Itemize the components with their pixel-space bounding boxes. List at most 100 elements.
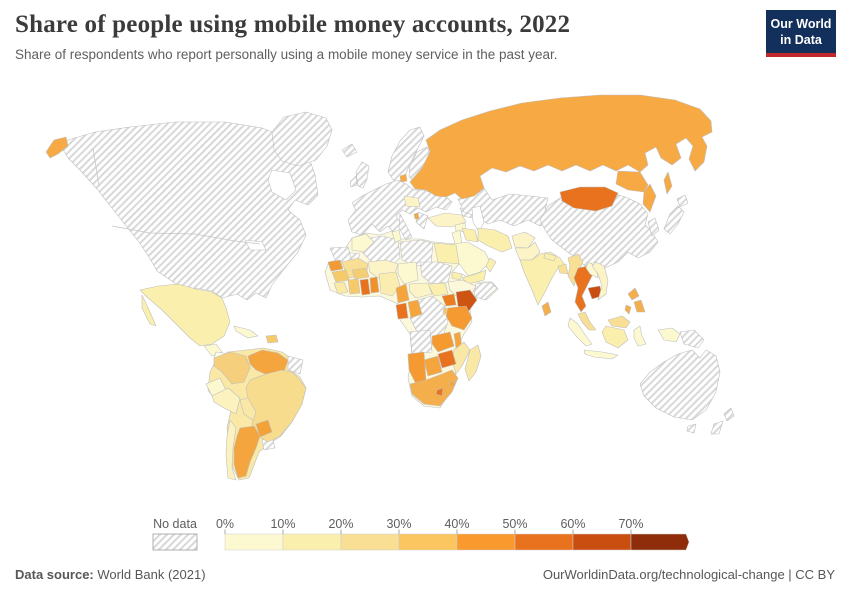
region-kalimantan[interactable] [601,325,629,349]
region-greenland[interactable] [271,111,333,167]
legend-tick-label: 40% [444,517,469,531]
region-japan[interactable] [663,194,689,235]
region-nepal[interactable] [543,252,557,262]
region-lesotho[interactable] [435,387,444,397]
region-bangladesh[interactable] [557,263,569,275]
region-italy[interactable] [398,213,413,241]
chart-footer: Data source: World Bank (2021) OurWorldi… [15,567,835,582]
region-malaysia-borneo[interactable] [607,315,631,329]
region-iceland[interactable] [341,143,358,158]
region-tunisia[interactable] [391,229,402,243]
legend-tick-label: 20% [328,517,353,531]
region-morocco[interactable] [351,233,375,253]
region-saudi-arabia[interactable] [451,241,491,277]
region-tasmania[interactable] [686,423,697,434]
legend-bin-30-40%[interactable] [398,533,458,551]
region-iraq[interactable] [461,227,479,243]
region-sierra-leone-liberia[interactable] [333,281,349,295]
region-iran[interactable] [477,227,513,253]
region-korea[interactable] [647,217,660,237]
region-cameroon[interactable] [395,283,410,304]
region-ivory-coast[interactable] [347,278,361,295]
data-source-label: Data source: [15,567,94,582]
region-russia[interactable] [409,94,713,200]
region-zimbabwe[interactable] [437,349,457,369]
region-gabon[interactable] [395,302,409,320]
region-guyanas[interactable] [287,355,304,375]
region-mexico[interactable] [139,283,231,347]
region-sri-lanka[interactable] [541,301,552,317]
region-java[interactable] [583,349,619,360]
region-mongolia[interactable] [559,186,619,212]
region-botswana[interactable] [423,355,443,377]
region-romania[interactable] [403,195,421,208]
legend-no-data-swatch[interactable] [152,533,198,551]
legend-bin-20-30%[interactable] [340,533,400,551]
region-vietnam[interactable] [591,261,609,301]
region-colombia[interactable] [213,351,251,385]
region-afghanistan[interactable] [511,231,536,249]
region-india[interactable] [519,251,566,306]
region-albania[interactable] [413,212,420,220]
credit-link[interactable]: OurWorldinData.org/technological-change … [542,567,835,582]
region-togo-benin[interactable] [369,276,380,294]
region-new-zealand[interactable] [710,407,735,435]
region-sakhalin[interactable] [663,171,673,195]
region-sulawesi[interactable] [633,325,647,347]
region-ghana[interactable] [359,278,371,296]
page-title: Share of people using mobile money accou… [15,11,571,38]
region-central-african-republic[interactable] [408,282,433,299]
legend-bin-40-50%[interactable] [456,533,516,551]
region-caspian-sea [471,205,485,233]
legend-bin-60-70%[interactable] [572,533,632,551]
region-congo[interactable] [407,299,423,319]
region-uganda[interactable] [441,293,457,307]
region-australia[interactable] [639,349,721,421]
region-nigeria[interactable] [378,271,401,297]
region-russia-chukotka[interactable] [45,136,69,159]
region-angola[interactable] [409,329,433,355]
legend-tick-label: 70% [618,517,643,531]
region-south-sudan[interactable] [427,282,449,297]
region-sumatra[interactable] [567,317,593,347]
region-paraguay[interactable] [255,419,273,438]
region-eswatini[interactable] [448,380,456,388]
region-burkina-faso[interactable] [351,267,370,280]
region-philippines[interactable] [624,287,646,315]
region-chad[interactable] [397,261,419,285]
region-papua-new-guinea[interactable] [679,329,705,349]
data-source-value: World Bank (2021) [97,567,206,582]
region-peru[interactable] [211,387,241,415]
legend-bin-50-60%[interactable] [514,533,574,551]
region-hispaniola[interactable] [265,334,279,344]
region-baja-california[interactable] [141,294,157,327]
region-europe-mainland[interactable] [347,179,453,236]
region-somalia[interactable] [473,281,498,301]
region-tanzania[interactable] [445,305,473,331]
legend-tick-label: 50% [502,517,527,531]
region-egypt[interactable] [433,242,460,265]
region-russia-primorsky[interactable] [642,183,657,213]
region-oman[interactable] [485,257,497,273]
region-chile[interactable] [225,419,237,481]
region-zambia[interactable] [431,331,455,353]
legend-bin-70%+[interactable] [630,533,690,551]
region-uk-ireland[interactable] [349,161,370,189]
owid-logo-line1: Our World [770,17,832,31]
region-west-papua[interactable] [657,327,681,343]
legend-bin-0-10%[interactable] [224,533,284,551]
region-argentina[interactable] [233,425,261,479]
legend-bin-10-20%[interactable] [282,533,342,551]
region-kaliningrad[interactable] [399,173,408,183]
region-madagascar[interactable] [464,344,482,382]
chart-header: Share of people using mobile money accou… [15,10,750,62]
region-malaysia[interactable] [577,311,597,331]
region-cuba[interactable] [233,325,259,339]
region-senegal[interactable] [327,259,344,272]
alaska-canada-border [92,147,100,187]
us-canada-border [111,225,261,245]
region-turkey[interactable] [427,212,467,228]
owid-logo[interactable]: Our World in Data [766,10,836,57]
region-south-africa[interactable] [409,369,459,407]
